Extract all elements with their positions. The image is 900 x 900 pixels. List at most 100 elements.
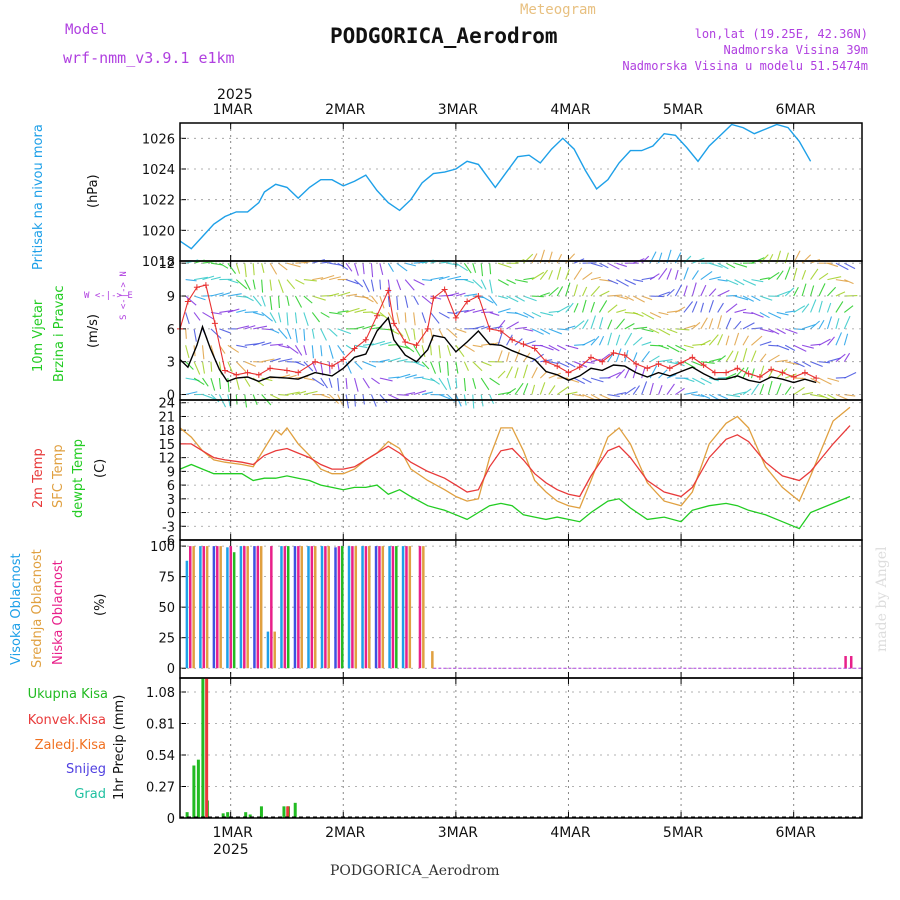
wind-arrow	[218, 394, 227, 408]
wind-arrow	[261, 358, 275, 363]
wind-arrow	[700, 317, 708, 330]
precip-bar	[196, 759, 200, 818]
wind-arrow	[666, 383, 675, 395]
wind-arrow	[193, 295, 206, 301]
wind-arrow	[734, 308, 747, 313]
wind-arrow	[540, 344, 554, 351]
cloud-y-tick-label: 0	[167, 662, 175, 677]
wind-gust-marker	[509, 336, 516, 343]
wind-arrow	[632, 385, 640, 395]
wind-arrow	[447, 311, 458, 315]
wind-arrow	[201, 345, 205, 360]
wind-gust-marker	[193, 284, 200, 291]
wind-arrow	[751, 279, 764, 283]
wind-arrow	[666, 268, 672, 280]
wind-arrow	[801, 254, 812, 264]
wind-arrow	[286, 295, 290, 306]
wind-arrow	[734, 295, 749, 301]
wind-arrow	[286, 328, 292, 340]
wind-arrow	[683, 285, 688, 297]
wind-arrow	[827, 377, 840, 382]
precip-legend-item: Grad	[74, 787, 106, 802]
wind-arrow	[742, 311, 754, 315]
wind-gust-marker	[610, 349, 617, 356]
wind-arrow	[616, 392, 627, 396]
temp-y-tick-label: -6	[162, 534, 175, 549]
wind-arrow	[709, 358, 721, 363]
cloud-y-tick-label: 25	[158, 632, 175, 647]
precip-legend-item: Zaledj.Kisa	[35, 738, 106, 753]
wind-arrow	[726, 393, 741, 398]
wind-arrow	[768, 328, 780, 335]
x-tick-labels-top: 1MAR 2MAR 3MAR 4MAR 5MAR 6MAR	[213, 102, 817, 118]
wind-gust-marker	[255, 371, 262, 378]
wind-arrow	[700, 361, 715, 364]
wind-arrow	[649, 273, 660, 281]
pressure-y-tick-label: 1018	[142, 255, 175, 270]
wind-arrow	[388, 328, 400, 335]
cloud-bar	[431, 651, 434, 669]
cloud-bar	[351, 546, 354, 669]
wind-arrow	[286, 344, 299, 354]
wind-arrow	[717, 302, 724, 313]
wind-arrow	[565, 269, 570, 280]
wind-arrow	[354, 263, 359, 276]
wind-arrow	[607, 294, 622, 297]
wind-gust-marker	[475, 293, 482, 300]
wind-arrow	[666, 361, 679, 365]
wind-gust-marker	[666, 365, 673, 372]
wind-arrow	[446, 361, 449, 376]
wind-arrow	[801, 361, 812, 367]
wind-arrow	[337, 344, 345, 356]
cloud-bar	[364, 546, 368, 669]
station-title: PODGORICA_Aerodrom	[330, 24, 558, 48]
wind-gust-marker	[184, 298, 191, 305]
wind-arrow	[717, 355, 726, 363]
pressure-y-tick-label: 1022	[142, 194, 175, 209]
cloud-bar	[378, 546, 381, 669]
wind-arrow	[633, 311, 644, 317]
wind-arrow	[294, 328, 298, 343]
wind-arrow	[641, 367, 646, 379]
wind-gust-marker	[621, 352, 628, 359]
wind-arrow	[751, 335, 763, 346]
cloud-bar	[239, 546, 243, 669]
wind-arrow	[691, 282, 697, 297]
wind-arrow	[649, 382, 654, 395]
precip-bar	[286, 806, 290, 818]
cloud-bar	[391, 546, 395, 669]
wind-arrow	[472, 325, 485, 330]
wind-arrow	[379, 341, 392, 346]
cloud-title-1: Visoka Oblacnost	[9, 553, 24, 665]
wind-arrow	[388, 376, 400, 379]
wind-arrow	[185, 312, 190, 325]
wind-arrow	[573, 320, 585, 330]
wind-arrow	[616, 262, 627, 268]
wind-arrow	[590, 315, 596, 330]
wind-arrow	[345, 361, 352, 374]
wind-arrow	[261, 342, 272, 346]
wind-arrow	[793, 286, 799, 297]
temp-unit: (C)	[93, 459, 108, 478]
wind-arrow	[421, 312, 427, 324]
wind-arrow	[438, 328, 444, 339]
wind-y-tick-label: 0	[167, 389, 175, 404]
wind-arrow	[320, 328, 327, 341]
wind-arrow	[691, 322, 701, 330]
dewpt-temp-line	[179, 463, 851, 530]
wind-arrow	[818, 300, 823, 313]
wind-arrow	[624, 295, 634, 301]
wind-arrow	[261, 312, 273, 322]
wind-gust-marker	[351, 345, 358, 352]
pressure-y-tick-label: 1026	[142, 132, 175, 147]
precip-bar	[293, 802, 297, 818]
wind-gust-marker	[801, 369, 808, 376]
wind-arrow	[573, 284, 578, 297]
wind-arrow	[540, 311, 554, 316]
wind-arrow	[548, 385, 556, 395]
wind-gust-marker	[329, 363, 336, 370]
wind-arrow	[320, 261, 332, 264]
wind-arrow	[447, 328, 458, 338]
wind-arrow	[522, 383, 529, 395]
